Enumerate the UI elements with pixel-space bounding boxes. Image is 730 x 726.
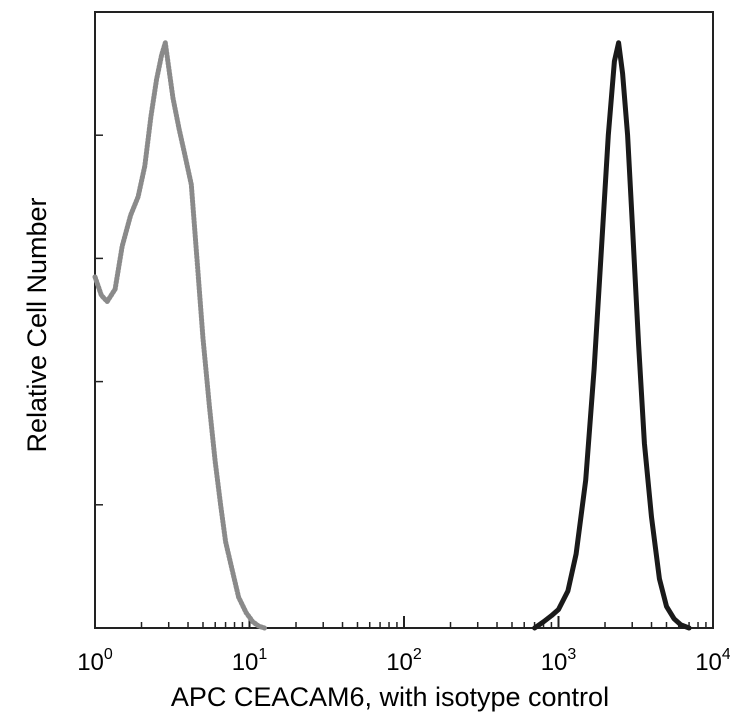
x-tick-label: 101 — [232, 646, 268, 676]
x-tick-label: 100 — [77, 646, 113, 676]
x-tick-label: 103 — [541, 646, 577, 676]
plot-frame — [94, 11, 714, 629]
x-major-ticks — [94, 616, 714, 628]
x-tick-labels: 100 101 102 103 104 — [77, 646, 730, 676]
isotype-control-histogram — [92, 40, 267, 631]
series-layer — [92, 40, 692, 631]
y-axis-title: Relative Cell Number — [22, 197, 52, 452]
x-tick-label: 104 — [695, 646, 730, 676]
x-tick-label: 102 — [386, 646, 422, 676]
ceacam6-histogram — [532, 40, 692, 631]
y-ticks — [95, 11, 103, 629]
x-axis-title: APC CEACAM6, with isotype control — [171, 682, 609, 712]
